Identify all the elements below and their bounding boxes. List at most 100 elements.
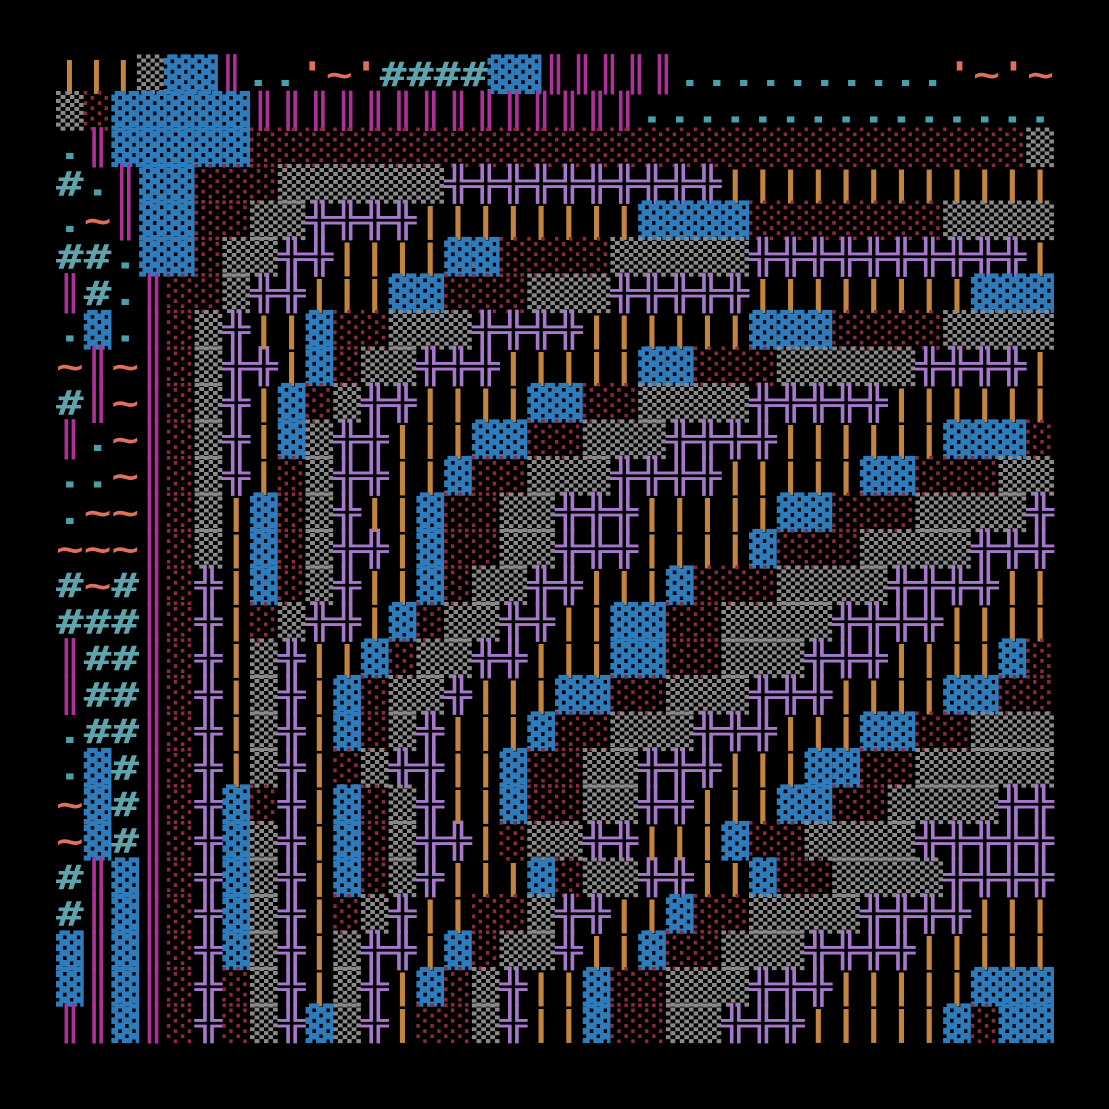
glyph: .	[749, 91, 777, 131]
glyph: ░	[888, 309, 916, 350]
glyph: ╬	[914, 565, 944, 606]
glyph: |	[610, 894, 638, 934]
glyph: ▒	[694, 236, 722, 277]
glyph: ▒	[638, 711, 666, 752]
glyph: ▒	[278, 163, 306, 204]
glyph: ╬	[775, 966, 805, 1007]
glyph: ▓	[222, 857, 250, 898]
glyph: ╬	[997, 857, 1027, 898]
glyph-row: ~ ~ ~ ║ ░ ▒ | ▓ ░ ▒ ╬ ╬ | ▓ ░ ░ ▒ ▒ ╬ ╬ ╬ | | | | ▓ ░ ░ ░ ▒ ▒ ▒ ▒ ╬ ╬ ╬	[56, 528, 1055, 569]
glyph: |	[721, 748, 749, 788]
glyph: ~	[84, 493, 112, 533]
glyph: |	[333, 639, 361, 679]
glyph: |	[222, 639, 250, 679]
glyph: ▓	[84, 820, 112, 861]
glyph: ║	[111, 200, 139, 241]
glyph-row: # ║ ▓ ║ ░ ╬ ▓ ▒ ╬ | ▓ ░ ▒ ╬ | | | ▓ ░ ▒ ▒ ╬ ╬ | | ▓ ░ ░ ▒ ▒ ▒ ▒ ╬ ╬ ╬ ╬	[56, 857, 1055, 898]
glyph: ╬	[748, 711, 778, 752]
glyph: ▒	[583, 273, 611, 314]
glyph: ╬	[581, 893, 611, 934]
glyph: |	[472, 785, 500, 825]
glyph: ╬	[748, 674, 778, 715]
glyph: |	[306, 675, 334, 715]
glyph: ▓	[195, 90, 223, 131]
glyph: ░	[694, 127, 722, 168]
glyph: ▒	[860, 565, 888, 606]
glyph: .	[805, 91, 833, 131]
glyph: |	[389, 967, 417, 1007]
glyph: ╬	[193, 638, 223, 679]
glyph: ░	[694, 565, 722, 606]
glyph: .	[84, 456, 112, 496]
glyph: ░	[915, 455, 943, 496]
glyph: ░	[1026, 674, 1054, 715]
glyph: |	[583, 931, 611, 971]
glyph: ▒	[832, 565, 860, 606]
glyph: ▓	[333, 820, 361, 861]
glyph: ▒	[777, 346, 805, 387]
glyph: .	[811, 55, 838, 95]
glyph: |	[915, 274, 943, 314]
glyph: ▒	[583, 747, 611, 788]
glyph: #	[84, 274, 112, 314]
glyph: ▒	[860, 528, 888, 569]
glyph: |	[721, 529, 749, 569]
glyph: |	[777, 456, 805, 496]
glyph: #	[84, 712, 112, 752]
glyph-row: ║ # # ║ ░ ╬ | ▒ ╬ | | ▓ ░ ▒ ▒ ╬ ╬ | | | ▓ ▓ ░ ░ ▒ ▒ ▒ ╬ ╬ ╬ | | | | ▓ ░	[56, 638, 1054, 679]
glyph: ╬	[581, 820, 611, 861]
glyph-grid: | | | ▒ ▓ ▓ ║.. ' ~ ' # # # # ▓ ▓ ║ ║ ║ ║ ║.......... ' ~ ' ~▒ ░ ▓…	[56, 54, 1055, 1044]
glyph: ▒	[943, 200, 971, 241]
glyph: |	[749, 493, 777, 533]
glyph: '	[1000, 55, 1027, 95]
glyph: ░	[222, 163, 250, 204]
glyph: ╬	[332, 528, 362, 569]
glyph: ░	[500, 455, 528, 496]
glyph: ╬	[276, 747, 306, 788]
glyph: ░	[222, 966, 250, 1007]
glyph: ▓	[638, 346, 666, 387]
glyph: ░	[416, 601, 444, 642]
glyph: ░	[555, 784, 583, 825]
glyph: ░	[721, 893, 749, 934]
glyph: |	[527, 639, 555, 679]
glyph: ╬	[1025, 784, 1055, 825]
glyph: #	[56, 858, 84, 898]
glyph: ╬	[554, 565, 584, 606]
glyph: ░	[721, 346, 749, 387]
glyph: ▒	[777, 893, 805, 934]
glyph: ║	[139, 638, 167, 679]
glyph: ▓	[444, 930, 472, 971]
glyph: ╬	[831, 236, 861, 277]
glyph: ▒	[306, 163, 334, 204]
glyph: ╬	[304, 200, 334, 241]
glyph: .	[676, 55, 703, 95]
glyph-row: #. ║ ▓ ▓ ░ ░ ░ ▒ ▒ ▒ ▒ ▒ ▒ ╬ ╬ ╬ ╬ ╬ ╬ ╬ ╬ ╬ ╬ | | | | | | | | | | | |	[56, 163, 1054, 204]
glyph: #	[380, 55, 408, 95]
glyph: ▓	[666, 346, 694, 387]
glyph: |	[389, 566, 417, 606]
glyph: ░	[943, 711, 971, 752]
glyph: ░	[250, 127, 278, 168]
glyph: ▒	[610, 711, 638, 752]
glyph: ╬	[720, 711, 750, 752]
glyph: ╬	[360, 419, 390, 460]
glyph: ▓	[250, 528, 278, 569]
glyph: ╬	[554, 528, 584, 569]
glyph: |	[694, 310, 722, 350]
glyph: |	[1026, 602, 1054, 642]
glyph: |	[805, 164, 833, 204]
glyph: ▒	[444, 309, 472, 350]
glyph: |	[832, 420, 860, 460]
glyph: ╬	[609, 820, 639, 861]
glyph: |	[444, 201, 472, 241]
glyph: ░	[250, 163, 278, 204]
glyph: |	[888, 1004, 916, 1044]
glyph: ▓	[111, 857, 139, 898]
glyph: ╬	[969, 236, 999, 277]
glyph: ╬	[249, 273, 279, 314]
glyph: ╬	[304, 236, 334, 277]
glyph-row: . ~ ~ ║ ░ ▒ | ▓ ░ ▒ ╬ | | ▓ ░ ░ ▒ ▒ ╬ ╬ ╬ | | | | | ▓ ▓ ░ ░ ░ ▒ ▒ ▒ ▒ ╬	[56, 492, 1055, 533]
glyph: ▒	[195, 492, 223, 533]
